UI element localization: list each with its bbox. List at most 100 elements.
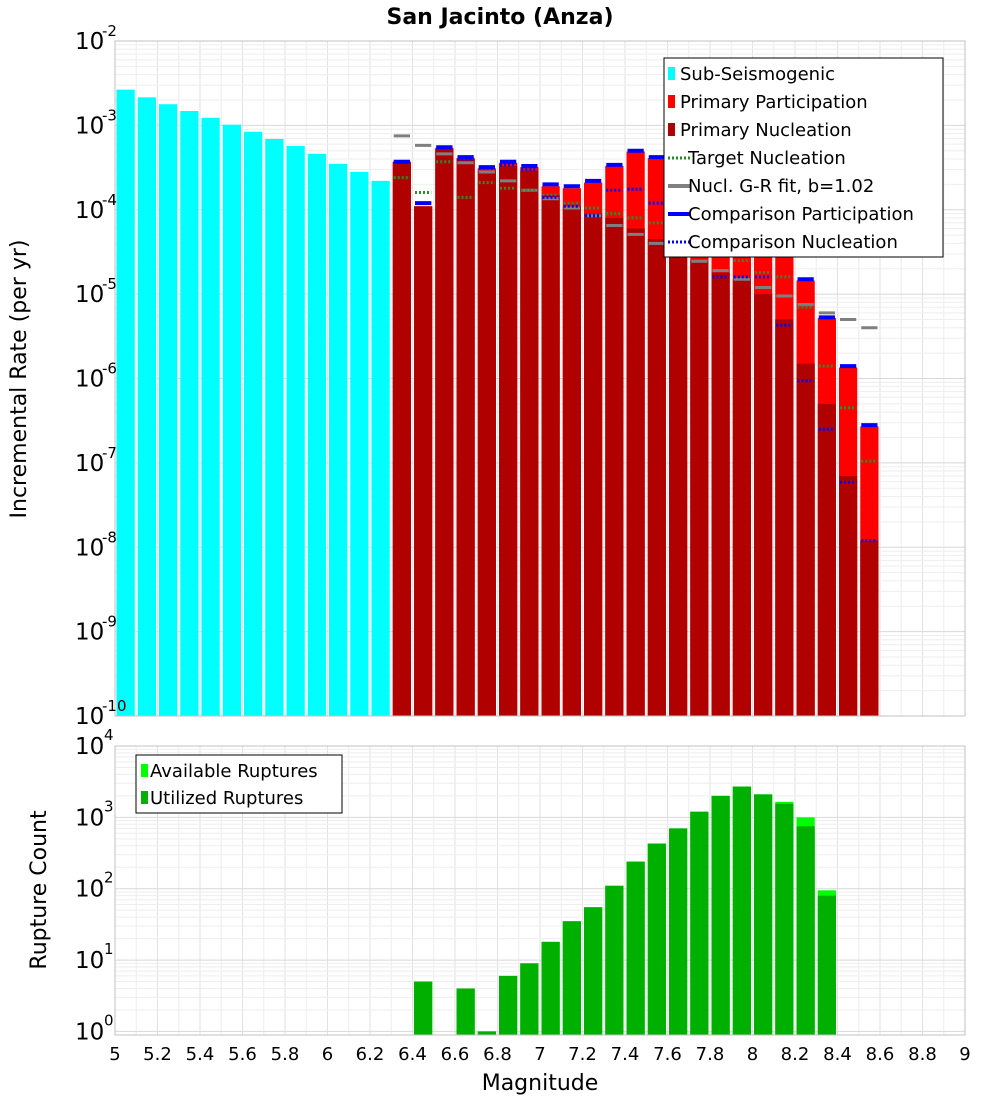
- primary-nucleation-bar: [647, 239, 666, 716]
- top-legend-label: Nucl. G-R fit, b=1.02: [688, 176, 874, 197]
- top-y-tick-exponent: -9: [102, 613, 117, 631]
- primary-nucleation-bar: [562, 206, 581, 716]
- primary-nucleation-bar: [456, 158, 475, 717]
- primary-nucleation-bar: [477, 170, 496, 716]
- sub-seismogenic-bar: [116, 89, 135, 716]
- bottom-y-tick-label: 10: [75, 734, 104, 760]
- primary-nucleation-bar: [732, 279, 751, 716]
- top-y-tick-exponent: -10: [102, 697, 127, 715]
- sub-seismogenic-bar: [329, 163, 348, 717]
- sub-seismogenic-bar: [137, 97, 156, 717]
- primary-nucleation-bar: [860, 540, 879, 716]
- x-tick-label: 7.2: [568, 1044, 597, 1065]
- bottom-y-tick-exponent: 1: [104, 940, 114, 958]
- primary-nucleation-bar: [775, 319, 794, 716]
- utilized-ruptures-bar: [690, 811, 709, 1035]
- x-tick-label: 6.2: [356, 1044, 385, 1065]
- bottom-y-axis-label: Rupture Count: [27, 810, 52, 970]
- x-tick-label: 6: [322, 1044, 333, 1065]
- x-tick-label: 8.4: [823, 1044, 852, 1065]
- top-y-tick-label: 10: [75, 704, 104, 730]
- bottom-legend-label: Available Ruptures: [150, 761, 318, 782]
- top-y-tick-label: 10: [75, 620, 104, 646]
- bottom-y-tick-label: 10: [75, 1019, 104, 1045]
- top-legend-label: Comparison Participation: [688, 204, 914, 225]
- top-y-tick-exponent: -3: [102, 106, 117, 124]
- utilized-ruptures-bar: [499, 975, 518, 1035]
- utilized-ruptures-bar: [626, 861, 645, 1035]
- utilized-ruptures-bar: [669, 828, 688, 1035]
- primary-nucleation-bar: [520, 170, 539, 716]
- utilized-ruptures-bar: [605, 885, 624, 1035]
- top-plot-frame: [114, 40, 966, 717]
- primary-nucleation-bar: [605, 217, 624, 716]
- top-y-tick-exponent: -6: [102, 360, 117, 378]
- bottom-y-tick-label: 10: [75, 948, 104, 974]
- utilized-ruptures-bar: [647, 843, 666, 1035]
- sub-seismogenic-bar: [286, 145, 305, 717]
- utilized-ruptures-bar: [584, 907, 603, 1035]
- primary-nucleation-bar: [541, 194, 560, 716]
- top-y-tick-exponent: -7: [102, 444, 117, 462]
- utilized-ruptures-bar: [711, 795, 730, 1035]
- primary-nucleation-bar: [817, 403, 836, 716]
- top-legend-swatch: [668, 123, 675, 136]
- x-tick-labels: 5 5.2 5.4 5.6 5.8 6 6.2 6.4 6.6 6.8 7 7.2 7.4 7.6 7.8 8…: [109, 1044, 970, 1065]
- utilized-ruptures-bar: [732, 786, 751, 1035]
- x-tick-label: 5.6: [228, 1044, 257, 1065]
- bottom-legend-swatch: [141, 791, 148, 804]
- utilized-ruptures-bar: [796, 826, 815, 1035]
- top-y-tick-exponent: -8: [102, 528, 117, 546]
- top-legend-swatch: [668, 95, 675, 108]
- primary-nucleation-bar: [392, 161, 411, 716]
- utilized-ruptures-bar: [541, 941, 560, 1035]
- top-legend-swatch: [668, 67, 675, 80]
- top-y-tick-label: 10: [75, 451, 104, 477]
- sub-seismogenic-bar: [244, 131, 263, 717]
- x-tick-label: 6.6: [441, 1044, 470, 1065]
- top-y-tick-exponent: -2: [102, 22, 117, 40]
- primary-nucleation-bar: [690, 260, 709, 716]
- utilized-ruptures-bar: [817, 895, 836, 1035]
- top-y-axis-label: Incremental Rate (per yr): [7, 240, 32, 519]
- top-y-tick-exponent: -4: [102, 191, 117, 209]
- x-tick-label: 6.8: [483, 1044, 512, 1065]
- primary-nucleation-bar: [839, 475, 858, 716]
- top-bars: [116, 89, 879, 717]
- top-legend-label: Primary Nucleation: [680, 120, 852, 141]
- primary-nucleation-bar: [499, 166, 518, 717]
- bottom-y-tick-exponent: 0: [104, 1011, 114, 1029]
- top-legend-label: Sub-Seismogenic: [680, 64, 835, 85]
- bottom-legend: Available Ruptures Utilized Ruptures: [135, 754, 343, 814]
- top-y-tick-label: 10: [75, 367, 104, 393]
- primary-nucleation-bar: [584, 213, 603, 717]
- bottom-y-tick-exponent: 2: [104, 869, 114, 887]
- x-tick-label: 8.8: [908, 1044, 937, 1065]
- bottom-legend-swatch: [141, 764, 148, 777]
- sub-seismogenic-bar: [159, 104, 178, 717]
- x-axis-label: Magnitude: [482, 1071, 599, 1096]
- sub-seismogenic-bar: [201, 117, 220, 717]
- top-y-tick-label: 10: [75, 29, 104, 55]
- x-tick-label: 6.4: [398, 1044, 427, 1065]
- top-legend-label: Comparison Nucleation: [688, 232, 898, 253]
- utilized-ruptures-bar: [754, 794, 773, 1035]
- x-tick-label: 5.8: [271, 1044, 300, 1065]
- sub-seismogenic-bar: [222, 124, 241, 717]
- x-tick-label: 8: [747, 1044, 758, 1065]
- top-y-tick-label: 10: [75, 535, 104, 561]
- top-y-tick-label: 10: [75, 198, 104, 224]
- bottom-y-tick-exponent: 4: [104, 726, 114, 744]
- utilized-ruptures-bar: [456, 988, 475, 1035]
- x-tick-label: 7: [534, 1044, 545, 1065]
- chart-title: San Jacinto (Anza): [386, 5, 613, 30]
- top-y-tick-exponent: -5: [102, 275, 117, 293]
- x-tick-label: 8.6: [866, 1044, 895, 1065]
- utilized-ruptures-bar: [520, 963, 539, 1035]
- x-tick-label: 5.4: [186, 1044, 215, 1065]
